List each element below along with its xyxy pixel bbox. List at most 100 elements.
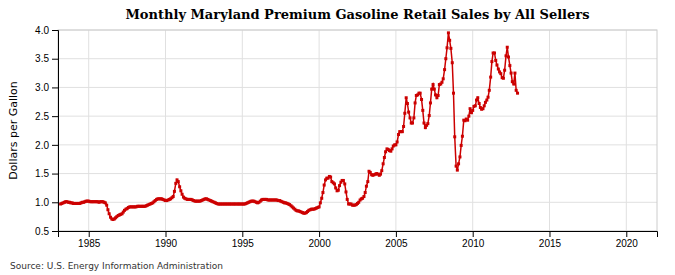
data-point xyxy=(172,195,175,198)
data-point xyxy=(426,122,429,125)
data-point xyxy=(321,191,324,194)
y-axis-tick: 3.0 xyxy=(35,82,58,93)
y-axis-tick-mark xyxy=(52,231,58,232)
data-point xyxy=(467,115,470,118)
data-point xyxy=(495,64,498,67)
y-axis-tick-label: 4.0 xyxy=(35,25,49,36)
annotation: Source: U.S. Energy Information Administ… xyxy=(10,261,223,271)
data-line xyxy=(61,33,518,220)
data-point xyxy=(508,64,511,67)
data-point xyxy=(391,147,394,150)
data-point xyxy=(379,173,382,176)
y-axis-line xyxy=(52,31,59,232)
data-point xyxy=(490,60,493,63)
data-point xyxy=(466,119,469,122)
data-point xyxy=(342,179,345,182)
data-point xyxy=(442,77,445,80)
data-point xyxy=(471,109,474,112)
x-axis-tick: 2020 xyxy=(616,231,639,249)
data-point xyxy=(394,143,397,146)
x-axis-tick: 2010 xyxy=(462,231,485,249)
x-axis-tick: 2000 xyxy=(308,231,331,249)
data-point xyxy=(420,98,423,101)
x-axis-tick-label: 1985 xyxy=(78,238,101,249)
plot-area: 198519901995200020052010201520200.51.01.… xyxy=(35,25,657,249)
data-point xyxy=(456,169,459,172)
data-point xyxy=(346,198,349,201)
chart-title: Monthly Maryland Premium Gasoline Retail… xyxy=(125,7,589,22)
y-axis-tick-label: 2.5 xyxy=(35,111,49,122)
data-point xyxy=(448,39,451,42)
data-point xyxy=(432,83,435,86)
data-layer xyxy=(59,31,519,221)
y-axis-tick-label: 2.0 xyxy=(35,140,49,151)
y-axis-tick-label: 0.5 xyxy=(35,226,49,237)
data-point xyxy=(512,82,515,85)
chart-svg: 198519901995200020052010201520200.51.01.… xyxy=(0,0,675,275)
data-point xyxy=(365,185,368,188)
data-point xyxy=(510,72,513,75)
data-point xyxy=(403,112,406,115)
data-point xyxy=(366,180,369,183)
data-point xyxy=(364,191,367,194)
y-axis-tick-label: 1.5 xyxy=(35,168,49,179)
data-point xyxy=(476,96,479,99)
data-point xyxy=(443,68,446,71)
data-point xyxy=(382,162,385,165)
x-axis-tick-mark xyxy=(89,231,90,237)
data-point xyxy=(447,31,450,34)
y-axis-tick: 1.0 xyxy=(35,197,58,208)
data-point xyxy=(489,76,492,79)
data-point xyxy=(458,155,461,158)
data-point xyxy=(397,133,400,136)
grid-line-x xyxy=(319,30,320,231)
grid-line-y xyxy=(58,173,657,174)
data-point xyxy=(437,94,440,97)
data-point xyxy=(507,55,510,58)
data-point xyxy=(178,185,181,188)
grid xyxy=(58,30,657,231)
data-point xyxy=(487,96,490,99)
data-point xyxy=(411,122,414,125)
data-point xyxy=(402,125,405,128)
data-point xyxy=(362,195,365,198)
data-point xyxy=(181,193,184,196)
grid-line-y xyxy=(58,144,657,145)
y-axis-tick-mark xyxy=(52,174,58,175)
grid-line-y xyxy=(58,87,657,88)
data-point xyxy=(105,204,108,207)
data-point xyxy=(406,102,409,105)
data-point xyxy=(461,135,464,138)
x-axis-tick-label: 1995 xyxy=(232,238,255,249)
data-point xyxy=(478,102,481,105)
y-axis-tick: 3.5 xyxy=(35,53,58,64)
y-axis-tick-mark xyxy=(52,59,58,60)
x-axis-tick: 1995 xyxy=(232,231,255,249)
x-axis-tick-mark xyxy=(319,231,320,237)
data-point xyxy=(506,46,509,49)
x-axis-tick-label: 1990 xyxy=(155,238,178,249)
grid-line-x xyxy=(549,30,550,231)
data-point xyxy=(440,81,443,84)
data-point xyxy=(434,93,437,96)
grid-line-x xyxy=(472,30,473,231)
data-point xyxy=(515,89,518,92)
data-point xyxy=(414,101,417,104)
plot-frame xyxy=(58,30,657,231)
y-axis-tick-mark xyxy=(52,116,58,117)
x-axis-tick: 1990 xyxy=(155,231,178,249)
data-point xyxy=(319,201,322,204)
data-point xyxy=(405,96,408,99)
data-point xyxy=(383,156,386,159)
x-axis-tick-mark xyxy=(626,231,627,237)
data-point xyxy=(428,114,431,117)
data-point xyxy=(483,104,486,107)
data-point xyxy=(334,186,337,189)
x-axis-tick: 2005 xyxy=(385,231,408,249)
y-axis-tick-mark xyxy=(52,30,58,31)
data-point xyxy=(380,169,383,172)
data-point xyxy=(333,182,336,185)
data-point xyxy=(488,89,491,92)
data-point xyxy=(460,144,463,147)
y-axis: 0.5 1.0 1.5 2.0 2.5 3.0 3.5 4.0 xyxy=(35,25,58,237)
